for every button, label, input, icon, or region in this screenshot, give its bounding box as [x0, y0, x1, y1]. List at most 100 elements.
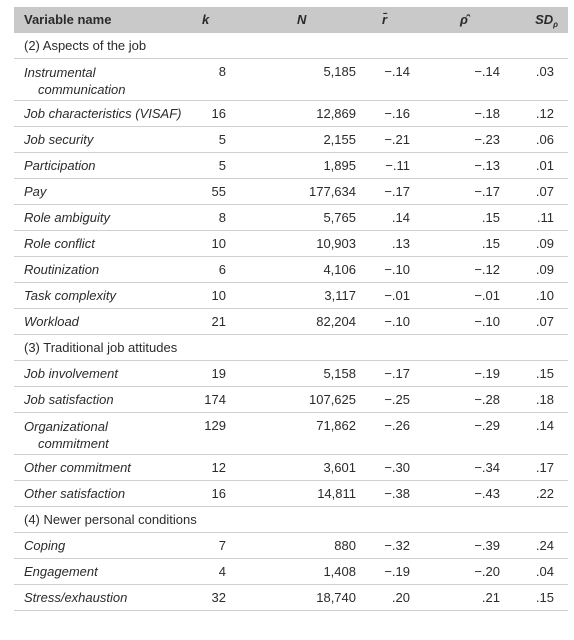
n-cell: 3,601 — [323, 460, 356, 475]
section-title: (3) Traditional job attitudes — [24, 340, 178, 355]
n-cell: 18,740 — [316, 590, 356, 605]
k-cell: 19 — [211, 366, 226, 381]
rho-hat-cell: −.13 — [474, 158, 500, 173]
k-cell: 12 — [211, 460, 226, 475]
r-bar-cell: .13 — [391, 236, 410, 251]
table-row: Job characteristics (VISAF) 16 12,869 −.16 −… — [14, 101, 568, 127]
variable-name-cell: Job characteristics (VISAF) — [24, 101, 182, 127]
r-bar-cell: −.38 — [384, 486, 410, 501]
variable-name-cell: Other commitment — [24, 455, 131, 481]
rho-hat-cell: −.23 — [474, 132, 500, 147]
r-bar-cell: .20 — [391, 590, 410, 605]
n-cell: 82,204 — [316, 314, 356, 329]
variable-name-cell: Job security — [24, 127, 93, 153]
r-bar-cell: −.14 — [384, 64, 410, 79]
rho-hat-cell: −.17 — [474, 184, 500, 199]
table-row: Other commitment 12 3,601 −.30 −.34 .17 — [14, 455, 568, 481]
table-row: Routinization 6 4,106 −.10 −.12 .09 — [14, 257, 568, 283]
rho-hat-cell: −.12 — [474, 262, 500, 277]
variable-name-line: Organizational — [24, 419, 108, 434]
variable-name-cell: Routinization — [24, 257, 99, 283]
variable-name-line: Job satisfaction — [24, 392, 114, 407]
table-row: Organizational commitment 129 71,862 −.26 −.2… — [14, 413, 568, 455]
variable-name-cell: Organizational commitment — [24, 418, 204, 452]
r-bar-cell: −.32 — [384, 538, 410, 553]
header-sd-label: SD — [535, 12, 554, 27]
variable-name-line: Instrumental — [24, 65, 96, 80]
n-cell: 107,625 — [309, 392, 356, 407]
variable-name-line: Job characteristics (VISAF) — [24, 106, 182, 121]
rho-hat-cell: −.10 — [474, 314, 500, 329]
variable-name-cell: Engagement — [24, 559, 98, 585]
section-title: (4) Newer personal conditions — [24, 512, 197, 527]
variable-name-line: Routinization — [24, 262, 100, 277]
variable-name-cell: Instrumental communication — [24, 64, 204, 98]
r-bar-cell: −.16 — [384, 106, 410, 121]
k-cell: 8 — [218, 210, 226, 225]
table-row: Job security 5 2,155 −.21 −.23 .06 — [14, 127, 568, 153]
rho-hat-cell: −.01 — [474, 288, 500, 303]
table-body: (2) Aspects of the job Instrumental commun… — [14, 33, 568, 611]
k-cell: 7 — [218, 538, 226, 553]
header-n: N — [297, 12, 307, 27]
r-bar-cell: −.25 — [384, 392, 410, 407]
variable-name-cell: Role conflict — [24, 231, 95, 257]
n-cell: 5,158 — [323, 366, 356, 381]
variable-name-line: Job security — [24, 132, 94, 147]
n-cell: 880 — [334, 538, 356, 553]
k-cell: 10 — [211, 288, 226, 303]
n-cell: 3,117 — [324, 288, 356, 303]
variable-name-cell: Workload — [24, 309, 79, 335]
n-cell: 4,106 — [323, 262, 356, 277]
r-bar-cell: −.10 — [384, 314, 410, 329]
n-cell: 5,185 — [323, 64, 356, 79]
variable-name-line: Coping — [24, 538, 66, 553]
variable-name-cell: Role ambiguity — [24, 205, 110, 231]
n-cell: 177,634 — [309, 184, 356, 199]
sd-rho-cell: .03 — [535, 64, 554, 79]
table-row: Participation 5 1,895 −.11 −.13 .01 — [14, 153, 568, 179]
sd-rho-cell: .24 — [535, 538, 554, 553]
rho-hat-cell: .15 — [481, 210, 500, 225]
variable-name-line: Other satisfaction — [24, 486, 126, 501]
sd-rho-cell: .11 — [536, 210, 554, 225]
table-row: Stress/exhaustion 32 18,740 .20 .21 .15 — [14, 585, 568, 611]
sd-rho-cell: .14 — [535, 418, 554, 433]
r-bar-cell: −.26 — [384, 418, 410, 433]
sd-rho-cell: .10 — [535, 288, 554, 303]
variable-name-cell: Other satisfaction — [24, 481, 125, 507]
variable-name-line: Participation — [24, 158, 96, 173]
table-row: Instrumental communication 8 5,185 −.14 −.14.… — [14, 59, 568, 101]
section-header-row: (3) Traditional job attitudes — [14, 335, 568, 361]
sd-rho-cell: .09 — [535, 236, 554, 251]
n-cell: 12,869 — [316, 106, 356, 121]
variable-name-cell: Job satisfaction — [24, 387, 114, 413]
table-row: Coping 7 880 −.32 −.39 .24 — [14, 533, 568, 559]
k-cell: 21 — [211, 314, 226, 329]
sd-rho-cell: .22 — [535, 486, 554, 501]
k-cell: 16 — [211, 106, 226, 121]
variable-name-line: Task complexity — [24, 288, 116, 303]
variable-name-cell: Task complexity — [24, 283, 116, 309]
rho-hat-cell: −.34 — [474, 460, 500, 475]
n-cell: 1,408 — [323, 564, 356, 579]
table-row: Pay 55 177,634 −.17 −.17 .07 — [14, 179, 568, 205]
variable-name-line: Job involvement — [24, 366, 118, 381]
header-k: k — [202, 12, 210, 27]
variable-name-line: communication — [38, 82, 126, 97]
k-cell: 4 — [218, 564, 226, 579]
variable-name-line: Stress/exhaustion — [24, 590, 128, 605]
sd-rho-cell: .01 — [535, 158, 554, 173]
rho-hat-cell: −.29 — [474, 418, 500, 433]
n-cell: 10,903 — [316, 236, 356, 251]
k-cell: 16 — [211, 486, 226, 501]
sd-rho-cell: .09 — [535, 262, 554, 277]
table-header-row: Variable name k N r̄ ρ̂ SDρ — [14, 7, 568, 33]
variable-name-line: Workload — [24, 314, 79, 329]
k-cell: 174 — [204, 392, 226, 407]
table-row: Job satisfaction 174 107,625 −.25 −.28 .18 — [14, 387, 568, 413]
table-row: Role ambiguity 8 5,765 .14 .15 .11 — [14, 205, 568, 231]
meta-analysis-table: Variable name k N r̄ ρ̂ SDρ (2) Aspects … — [14, 7, 568, 611]
rho-hat-cell: −.28 — [474, 392, 500, 407]
header-sd-subscript: ρ — [553, 20, 558, 29]
